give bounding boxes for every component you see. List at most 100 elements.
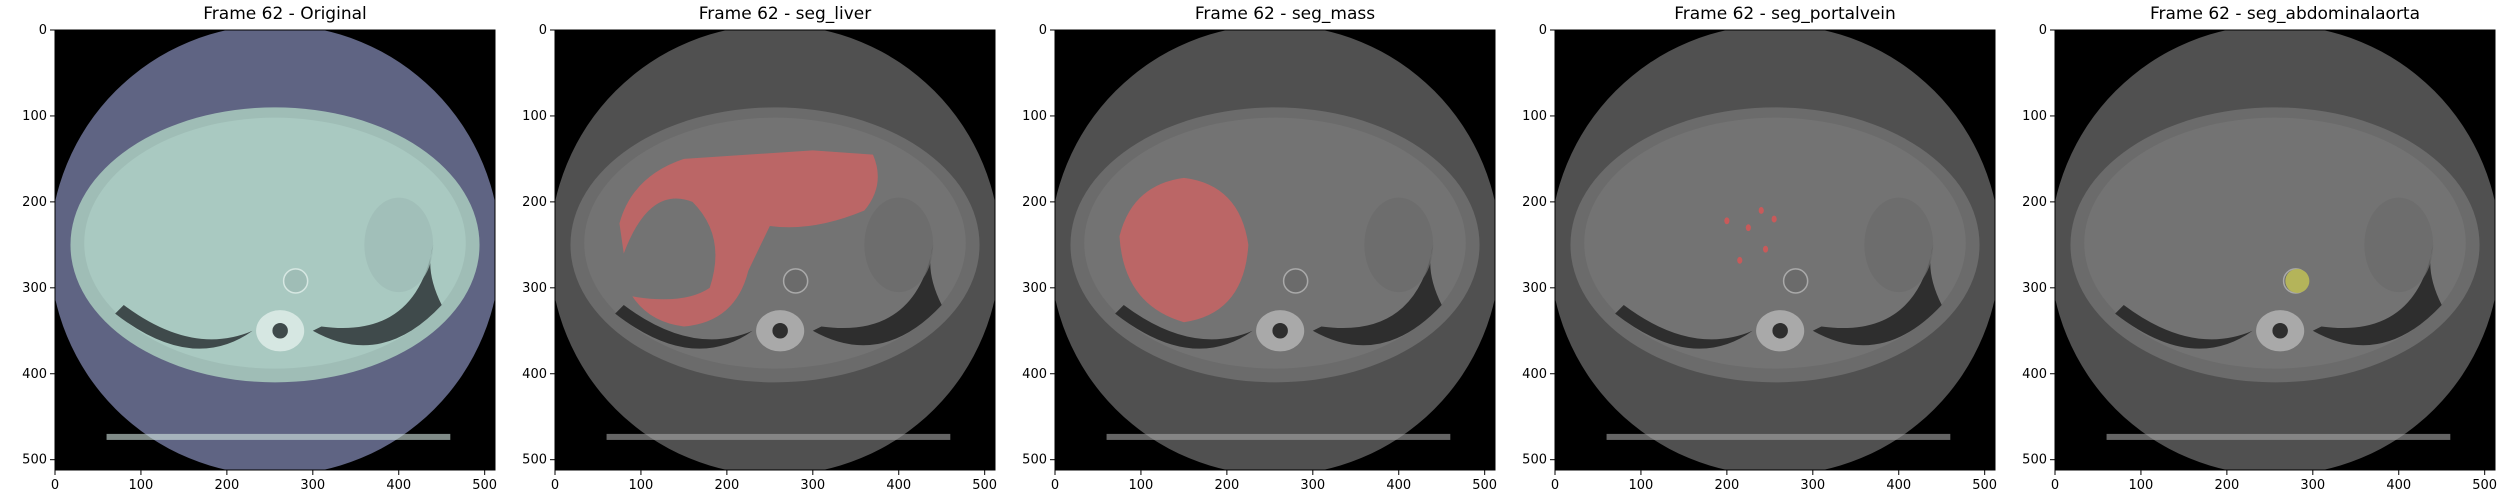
lung-left bbox=[115, 305, 253, 349]
y-tick-label: 0 bbox=[2039, 23, 2047, 38]
y-tick-label: 400 bbox=[1022, 367, 1047, 382]
lung-left bbox=[1615, 305, 1753, 349]
x-tick-label: 100 bbox=[129, 478, 154, 493]
scan-table bbox=[106, 433, 451, 440]
ct-image-seg-abdominalaorta: 0 100 200 300 400 500 0 100 200 300 400 500 bbox=[2022, 23, 2497, 493]
abdomen bbox=[2084, 117, 2466, 369]
lung-left bbox=[2115, 305, 2253, 349]
y-tick-label: 100 bbox=[1522, 109, 1547, 124]
axes-frame bbox=[1054, 29, 1496, 471]
ct-scan bbox=[2055, 30, 2495, 470]
y-tick-label: 400 bbox=[2022, 367, 2047, 382]
lung-left bbox=[615, 305, 753, 349]
scan-table bbox=[606, 433, 951, 440]
y-tick-label: 0 bbox=[1539, 23, 1547, 38]
spinal-canal bbox=[1772, 323, 1788, 339]
x-tick-label: 100 bbox=[1129, 478, 1154, 493]
y-tick-label: 300 bbox=[1522, 281, 1547, 296]
spinal-canal bbox=[772, 323, 788, 339]
y-tick-label: 500 bbox=[522, 453, 547, 468]
x-tick-label: 400 bbox=[1886, 478, 1911, 493]
aorta-region bbox=[1282, 268, 1309, 294]
aorta-region bbox=[1782, 268, 1809, 294]
lung-right bbox=[1812, 244, 1942, 346]
segmentation-portalvein-blob bbox=[1737, 256, 1743, 264]
y-tick-label: 0 bbox=[539, 23, 547, 38]
y-tick-label: 500 bbox=[2022, 453, 2047, 468]
x-tick-label: 300 bbox=[300, 478, 325, 493]
stomach bbox=[1364, 197, 1434, 293]
panel-title: Frame 62 - seg_portalvein bbox=[1674, 4, 1896, 24]
y-tick-label: 100 bbox=[1022, 109, 1047, 124]
panel-title: Frame 62 - seg_mass bbox=[1194, 4, 1376, 24]
lung-right bbox=[2312, 244, 2442, 346]
lung-right bbox=[812, 244, 942, 346]
spinal-canal bbox=[272, 323, 288, 339]
x-tick-label: 500 bbox=[972, 478, 997, 493]
x-tick-label: 300 bbox=[1800, 478, 1825, 493]
x-tick-label: 200 bbox=[214, 478, 239, 493]
y-tick-label: 300 bbox=[522, 281, 547, 296]
x-tick-label: 400 bbox=[386, 478, 411, 493]
panel-seg-mass: Frame 62 - seg_mass 0 100 200 300 400 500 0 100… bbox=[1022, 0, 1515, 500]
y-tick-label: 200 bbox=[1522, 195, 1547, 210]
y-tick-label: 0 bbox=[1039, 23, 1047, 38]
segmentation-portalvein-blob bbox=[1762, 245, 1769, 253]
axes-frame bbox=[54, 29, 496, 471]
y-tick-label: 500 bbox=[1522, 453, 1547, 468]
ct-scan bbox=[555, 30, 995, 470]
y-tick-label: 200 bbox=[1022, 195, 1047, 210]
y-tick-label: 200 bbox=[2022, 195, 2047, 210]
ct-scan bbox=[1055, 30, 1495, 470]
panel-title: Frame 62 - Original bbox=[203, 4, 367, 24]
y-tick-label: 400 bbox=[22, 367, 47, 382]
segmentation-portalvein-blob bbox=[1724, 217, 1730, 225]
axes-frame bbox=[554, 29, 996, 471]
x-tick-label: 0 bbox=[1051, 478, 1059, 493]
y-tick-label: 0 bbox=[39, 23, 47, 38]
y-tick-label: 100 bbox=[522, 109, 547, 124]
x-tick-label: 300 bbox=[1300, 478, 1325, 493]
scan-table bbox=[2106, 433, 2451, 440]
aorta-region bbox=[282, 268, 309, 294]
y-tick-label: 400 bbox=[522, 367, 547, 382]
segmentation-mass bbox=[1119, 177, 1249, 323]
y-tick-label: 300 bbox=[22, 281, 47, 296]
segmentation-portalvein-blob bbox=[1771, 215, 1777, 223]
ct-image-seg-liver: 0 100 200 300 400 500 0 100 200 300 400 500 bbox=[522, 23, 997, 493]
panel-seg-abdominalaorta: Frame 62 - seg_abdominalaorta 0 100 200 300… bbox=[2022, 0, 2500, 500]
spinal-canal bbox=[1272, 323, 1288, 339]
x-tick-label: 300 bbox=[2300, 478, 2325, 493]
y-tick-label: 500 bbox=[1022, 453, 1047, 468]
abdomen bbox=[1584, 117, 1966, 369]
axes-frame bbox=[1554, 29, 1996, 471]
ct-scan bbox=[1555, 30, 1995, 470]
y-tick-label: 300 bbox=[2022, 281, 2047, 296]
ct-image-original: 0 100 200 300 400 500 0 100 200 300 400 500 bbox=[22, 23, 497, 493]
stomach bbox=[364, 197, 434, 293]
panel-title: Frame 62 - seg_liver bbox=[698, 4, 872, 24]
x-tick-label: 200 bbox=[1714, 478, 1739, 493]
x-tick-label: 400 bbox=[886, 478, 911, 493]
x-tick-label: 500 bbox=[1472, 478, 1497, 493]
lung-right bbox=[312, 244, 442, 346]
x-tick-label: 0 bbox=[2051, 478, 2059, 493]
segmentation-abdominalaorta bbox=[2285, 268, 2310, 293]
x-tick-label: 0 bbox=[51, 478, 59, 493]
axes-frame bbox=[2054, 29, 2496, 471]
x-tick-label: 400 bbox=[1386, 478, 1411, 493]
stomach bbox=[1864, 197, 1934, 293]
aorta-region bbox=[782, 268, 809, 294]
x-tick-label: 200 bbox=[714, 478, 739, 493]
ct-image-seg-portalvein: 0 100 200 300 400 500 0 100 200 300 400 500 bbox=[1522, 23, 1997, 493]
stomach bbox=[2364, 197, 2434, 293]
stomach bbox=[864, 197, 934, 293]
x-tick-label: 500 bbox=[2472, 478, 2497, 493]
y-tick-label: 500 bbox=[22, 453, 47, 468]
scan-table bbox=[1606, 433, 1951, 440]
ct-scan bbox=[55, 30, 495, 470]
y-tick-label: 400 bbox=[1522, 367, 1547, 382]
segmentation-liver bbox=[619, 150, 878, 327]
x-tick-label: 300 bbox=[800, 478, 825, 493]
